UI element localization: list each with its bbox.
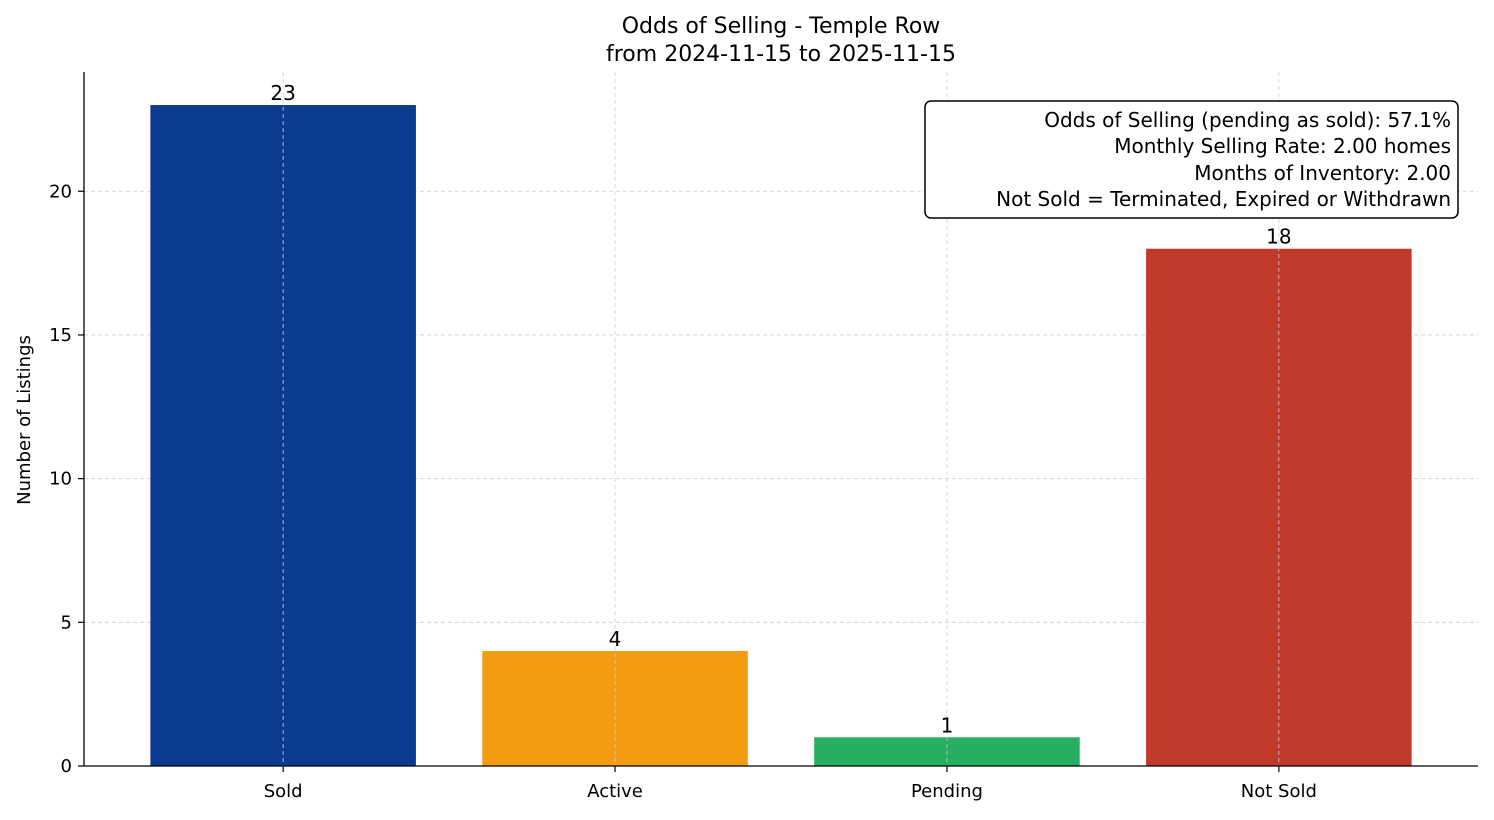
annotation-line: Monthly Selling Rate: 2.00 homes	[1114, 134, 1451, 158]
y-tick-label: 15	[49, 325, 72, 346]
x-tick-label: Not Sold	[1241, 781, 1317, 802]
y-ticks: 0 5 10 15 20	[49, 181, 84, 777]
chart-subtitle: from 2024-11-15 to 2025-11-15	[606, 42, 956, 67]
data-label: 1	[941, 713, 954, 737]
chart-title: Odds of Selling - Temple Row	[622, 14, 941, 39]
x-tick-label: Sold	[264, 781, 303, 802]
x-tick-label: Active	[587, 781, 643, 802]
y-tick-label: 5	[61, 612, 72, 633]
data-label: 18	[1266, 225, 1291, 249]
bar-sold	[150, 105, 416, 767]
y-axis-label: Number of Listings	[14, 335, 35, 505]
annotation-box: Odds of Selling (pending as sold): 57.1%…	[924, 100, 1459, 219]
annotation-line: Months of Inventory: 2.00	[1194, 161, 1451, 185]
data-label: 4	[609, 627, 622, 651]
y-tick-label: 0	[61, 756, 72, 777]
data-label: 23	[270, 81, 295, 105]
x-ticks: Sold Active Pending Not Sold	[264, 766, 1317, 802]
annotation-line: Odds of Selling (pending as sold): 57.1%	[1044, 108, 1451, 132]
x-tick-label: Pending	[911, 781, 983, 802]
annotation-line: Not Sold = Terminated, Expired or Withdr…	[996, 187, 1451, 211]
y-tick-label: 10	[49, 469, 72, 490]
data-labels: 23 4 1 18	[270, 81, 1291, 737]
y-tick-label: 20	[49, 181, 72, 202]
